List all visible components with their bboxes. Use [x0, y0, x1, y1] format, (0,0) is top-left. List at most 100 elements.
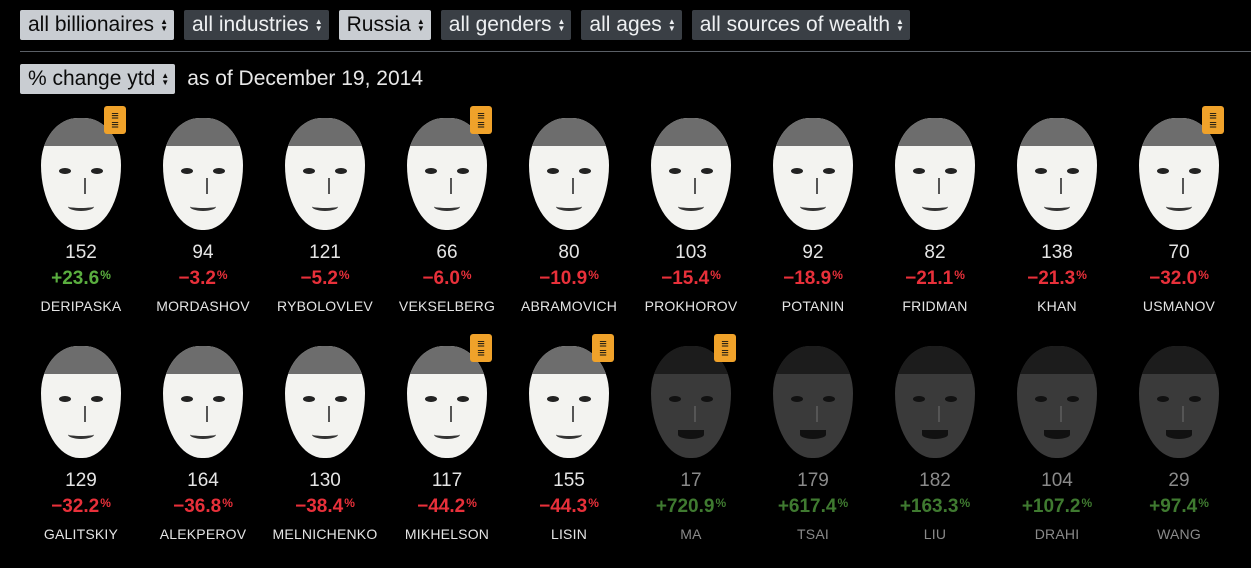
billionaire-card[interactable]: 129 −32.2% GALITSKIY: [20, 340, 142, 568]
metric-row: % change ytd ▲ ▼ as of December 19, 2014: [20, 64, 423, 94]
divider: [20, 51, 1251, 52]
billionaire-name: VEKSELBERG: [398, 298, 496, 314]
billionaire-name: LISIN: [550, 526, 587, 542]
change-number: −38.4: [295, 496, 344, 517]
billionaire-card[interactable]: 94 −3.2% MORDASHOV: [142, 112, 264, 340]
change-value: +163.3%: [874, 496, 996, 518]
filter-genders-select[interactable]: all genders ▲ ▼: [440, 10, 572, 40]
billionaire-card[interactable]: 92 −18.9% POTANIN: [752, 112, 874, 340]
percent-sign: %: [588, 496, 599, 510]
change-number: +163.3: [899, 496, 959, 517]
change-value: −3.2%: [142, 268, 264, 290]
rank: 155: [553, 470, 585, 491]
profile-document-icon[interactable]: ≡ ≡: [104, 106, 126, 134]
percent-sign: %: [1081, 496, 1093, 510]
filter-label: all ages: [589, 13, 662, 36]
billionaire-name: DERIPASKA: [40, 298, 122, 314]
percent-sign: %: [959, 496, 971, 510]
change-value: −44.3%: [508, 496, 630, 518]
percent-sign: %: [338, 268, 350, 282]
change-number: +97.4: [1149, 496, 1198, 517]
filter-billionaires-select[interactable]: all billionaires ▲ ▼: [20, 10, 174, 40]
percent-sign: %: [710, 268, 721, 282]
change-value: +107.2%: [996, 496, 1118, 518]
billionaire-row: ≡ ≡ 152 +23.6% DERIPASKA 94 −3.2% MORDASHO…: [20, 106, 1240, 340]
change-number: −32.0: [1149, 268, 1198, 289]
change-value: −5.2%: [264, 268, 386, 290]
change-value: −21.1%: [874, 268, 996, 290]
filter-industries-select[interactable]: all industries ▲ ▼: [183, 10, 329, 40]
portrait-illustration: [163, 346, 243, 458]
change-number: −10.9: [539, 268, 588, 289]
billionaire-name: MA: [680, 526, 702, 542]
percent-sign: %: [100, 496, 111, 510]
filter-label: all genders: [448, 13, 552, 36]
portrait-illustration: [285, 118, 365, 230]
rank: 17: [680, 470, 702, 491]
change-value: −18.9%: [752, 268, 874, 290]
updown-arrows-icon: ▲ ▼: [416, 17, 425, 33]
change-value: −6.0%: [386, 268, 508, 290]
billionaire-name: ABRAMOVICH: [520, 298, 618, 314]
billionaire-name: ALEKPEROV: [159, 526, 247, 542]
change-number: −32.2: [51, 496, 100, 517]
change-number: −44.3: [539, 496, 588, 517]
billionaire-name: LIU: [923, 526, 947, 542]
portrait-illustration: [1139, 118, 1219, 230]
portrait-illustration: [1017, 118, 1097, 230]
billionaire-card[interactable]: 164 −36.8% ALEKPEROV: [142, 340, 264, 568]
portrait-illustration: [1139, 346, 1219, 458]
change-value: +23.6%: [20, 268, 142, 290]
billionaire-card[interactable]: ≡ ≡ 117 −44.2% MIKHELSON: [386, 334, 508, 568]
portrait-illustration: [285, 346, 365, 458]
billionaire-card[interactable]: 182 +163.3% LIU: [874, 340, 996, 568]
billionaire-card[interactable]: ≡ ≡ 155 −44.3% LISIN: [508, 334, 630, 568]
change-value: +720.9%: [630, 496, 752, 518]
filter-label: all sources of wealth: [699, 13, 890, 36]
billionaire-name: MORDASHOV: [156, 298, 250, 314]
billionaire-card[interactable]: ≡ ≡ 66 −6.0% VEKSELBERG: [386, 106, 508, 340]
rank: 92: [802, 242, 824, 263]
percent-sign: %: [832, 268, 843, 282]
billionaire-card[interactable]: 130 −38.4% MELNICHENKO: [264, 340, 386, 568]
filter-label: Russia: [346, 13, 411, 36]
change-number: +720.9: [655, 496, 715, 517]
profile-document-icon[interactable]: ≡ ≡: [1202, 106, 1224, 134]
percent-sign: %: [715, 496, 727, 510]
profile-document-icon[interactable]: ≡ ≡: [470, 106, 492, 134]
updown-arrows-icon: ▲ ▼: [896, 17, 904, 33]
billionaire-card[interactable]: ≡ ≡ 152 +23.6% DERIPASKA: [20, 106, 142, 340]
billionaire-name: TSAI: [797, 526, 829, 542]
billionaire-card[interactable]: 103 −15.4% PROKHOROV: [630, 112, 752, 340]
profile-document-icon[interactable]: ≡ ≡: [714, 334, 736, 362]
billionaire-card[interactable]: 104 +107.2% DRAHI: [996, 340, 1118, 568]
filter-label: all industries: [191, 13, 309, 36]
portrait-illustration: [773, 346, 853, 458]
billionaire-card[interactable]: 121 −5.2% RYBOLOVLEV: [264, 112, 386, 340]
change-number: −21.1: [905, 268, 954, 289]
billionaire-card[interactable]: 138 −21.3% KHAN: [996, 112, 1118, 340]
billionaire-name: MELNICHENKO: [272, 526, 378, 542]
change-value: +617.4%: [752, 496, 874, 518]
updown-arrows-icon: ▲ ▼: [557, 17, 566, 33]
updown-arrows-icon: ▲ ▼: [161, 71, 170, 87]
filter-country-select[interactable]: Russia ▲ ▼: [338, 10, 431, 40]
percent-sign: %: [1198, 268, 1209, 282]
portrait-illustration: [41, 346, 121, 458]
billionaire-card[interactable]: 29 +97.4% WANG: [1118, 340, 1240, 568]
billionaire-card[interactable]: ≡ ≡ 17 +720.9% MA: [630, 334, 752, 568]
profile-document-icon[interactable]: ≡ ≡: [592, 334, 614, 362]
billionaire-card[interactable]: ≡ ≡ 70 −32.0% USMANOV: [1118, 106, 1240, 340]
billionaire-card[interactable]: 82 −21.1% FRIDMAN: [874, 112, 996, 340]
profile-document-icon[interactable]: ≡ ≡: [470, 334, 492, 362]
filter-wealth-source-select[interactable]: all sources of wealth ▲ ▼: [691, 10, 910, 40]
billionaire-card[interactable]: 80 −10.9% ABRAMOVICH: [508, 112, 630, 340]
filter-ages-select[interactable]: all ages ▲ ▼: [581, 10, 682, 40]
billionaire-card[interactable]: 179 +617.4% TSAI: [752, 340, 874, 568]
billionaire-name: USMANOV: [1142, 298, 1216, 314]
portrait-illustration: [895, 346, 975, 458]
rank: 103: [675, 242, 707, 263]
billionaire-name: PROKHOROV: [644, 298, 738, 314]
metric-select[interactable]: % change ytd ▲ ▼: [20, 64, 176, 94]
rank: 121: [309, 242, 341, 263]
